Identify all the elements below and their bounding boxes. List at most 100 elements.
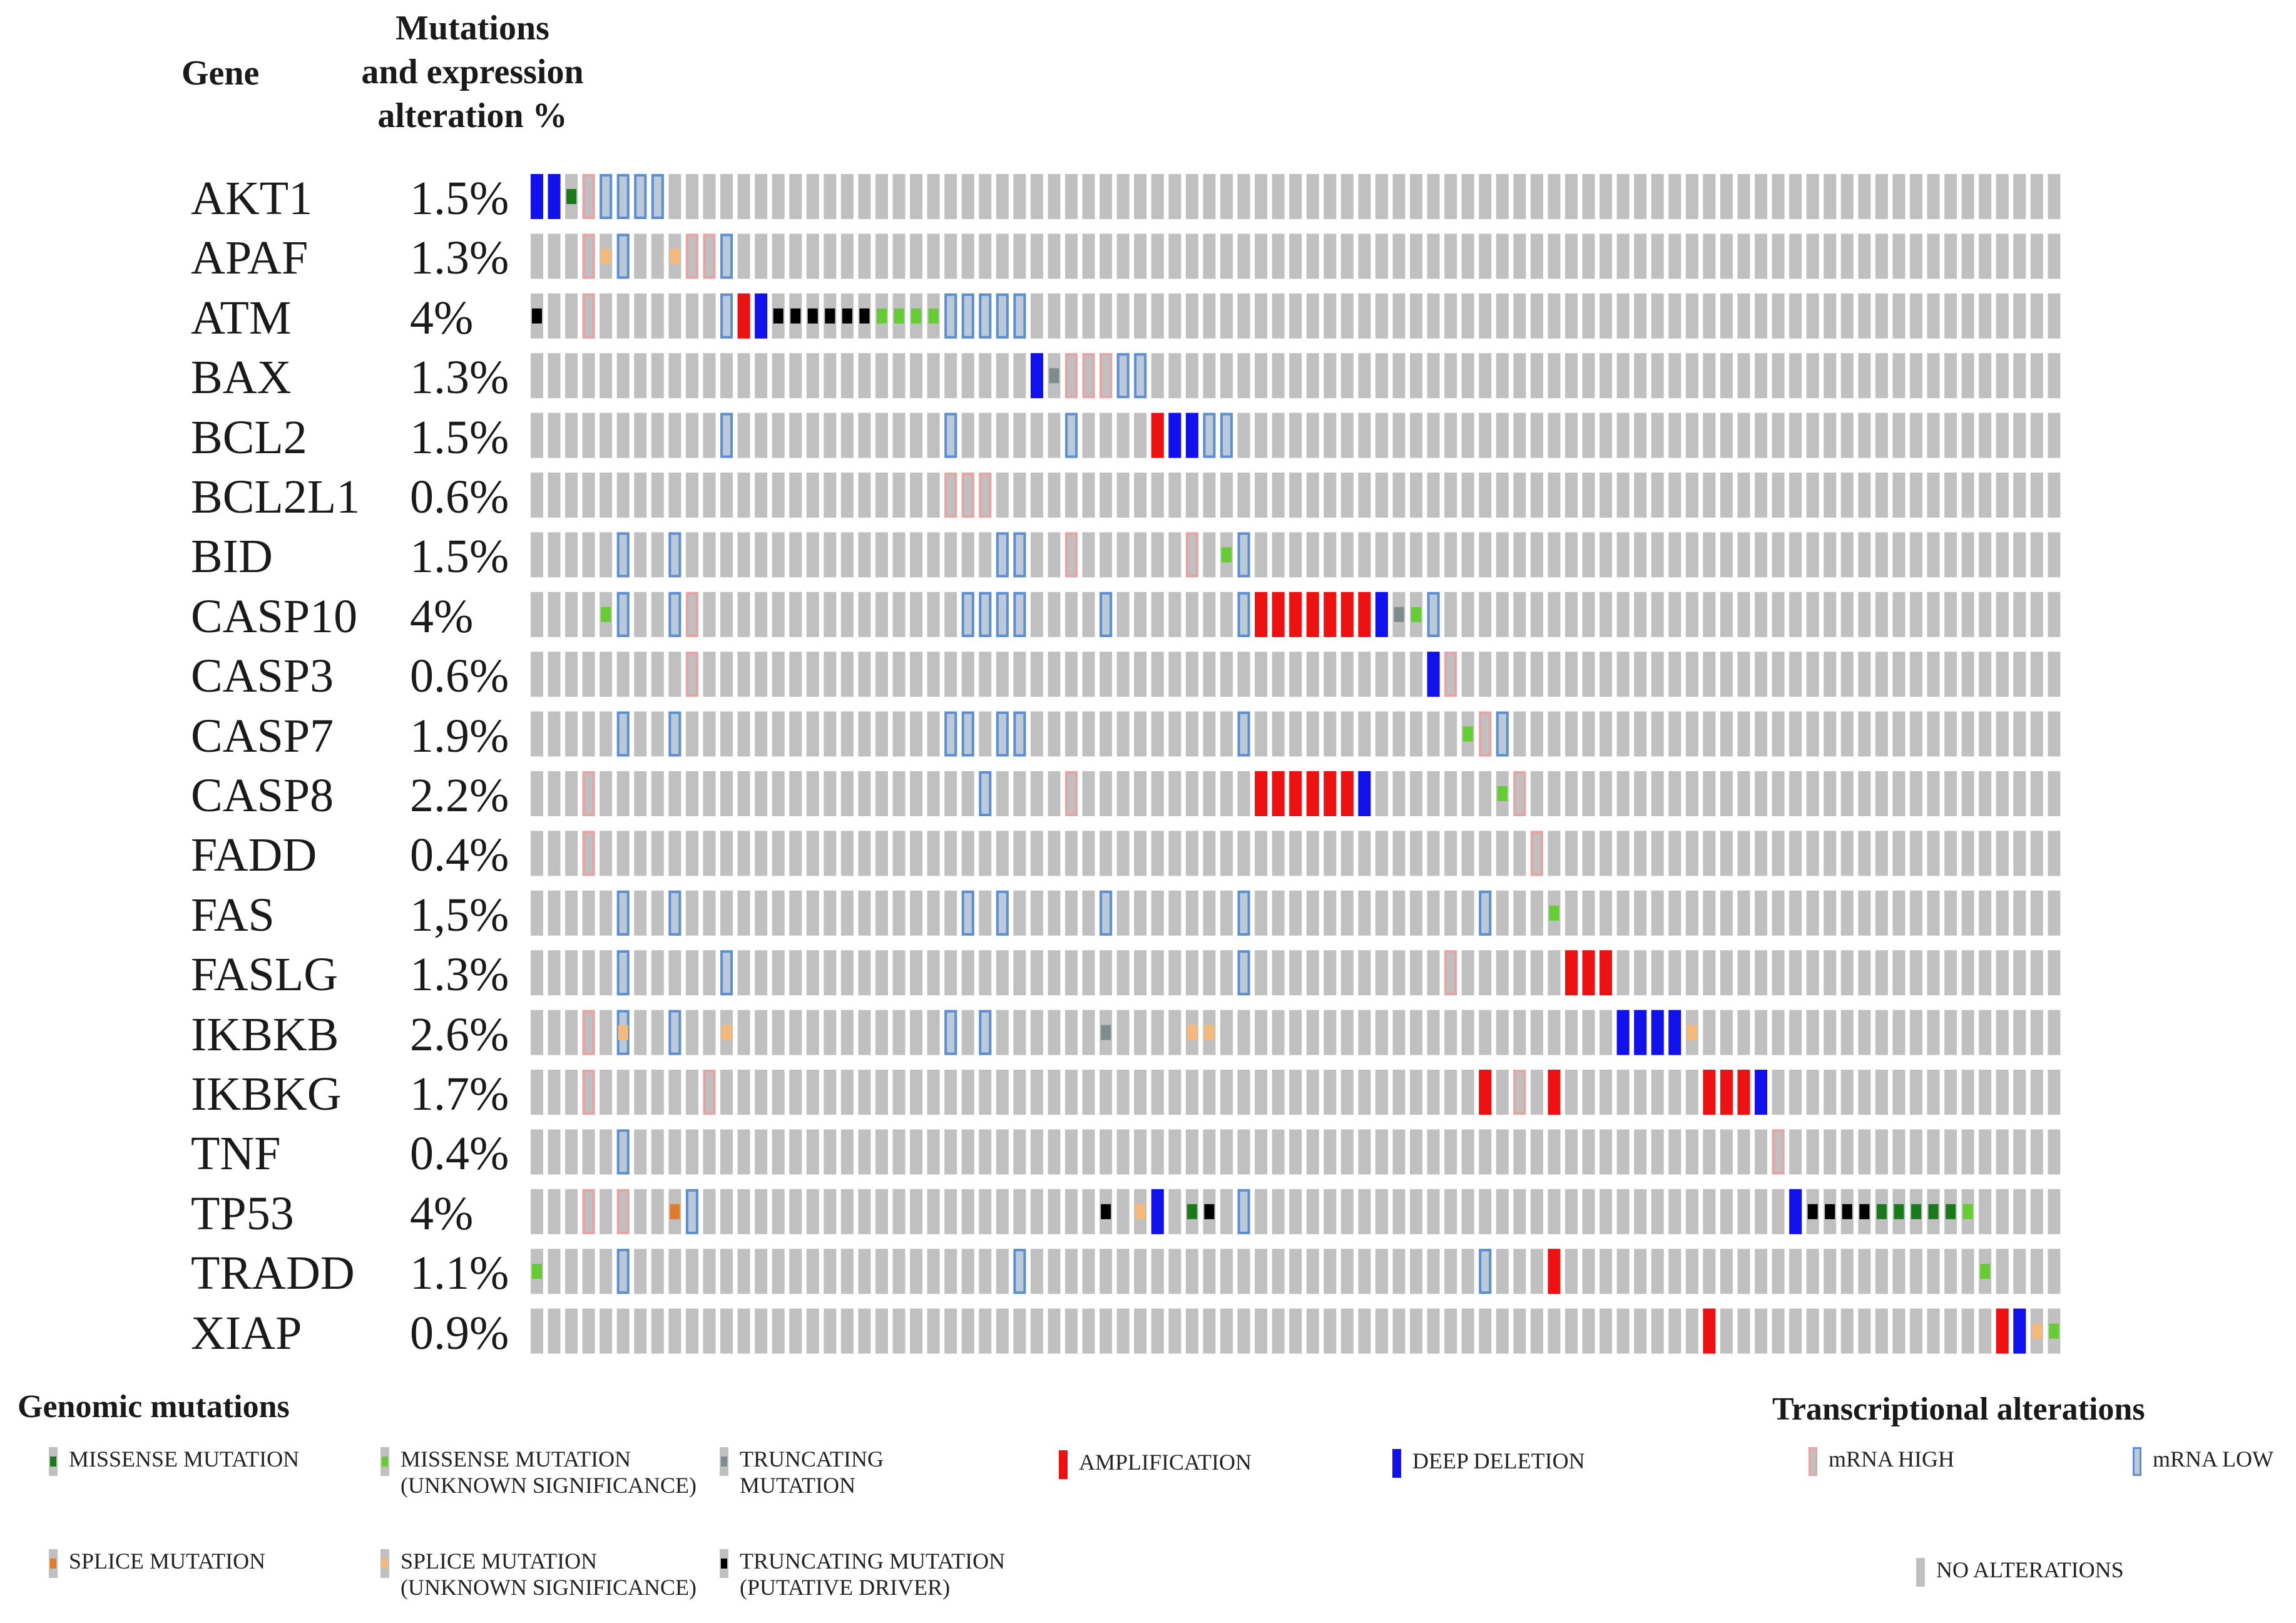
no-alteration-cell (755, 771, 768, 816)
legend-label-trd-line2: (PUTATIVE DRIVER) (740, 1575, 951, 1600)
no-alteration-cell (1203, 353, 1216, 399)
no-alteration-cell (1134, 831, 1147, 876)
no-alteration-cell (1582, 591, 1595, 637)
no-alteration-cell (1996, 532, 2009, 578)
no-alteration-cell (1996, 353, 2009, 399)
no-alteration-cell (910, 1070, 923, 1115)
no-alteration-cell (1685, 1308, 1698, 1354)
no-alteration-cell (1806, 233, 1819, 279)
no-alteration-cell (668, 831, 681, 876)
no-alteration-cell (1289, 412, 1302, 458)
alteration-pct-tp53: 4% (410, 1187, 474, 1240)
legend-item-del: DEEP DELETION (1392, 1448, 1585, 1478)
no-alteration-cell (1961, 353, 1974, 399)
mrna-low-cell (616, 591, 630, 637)
no-alteration-cell (2048, 174, 2061, 219)
mrna-high-cell (582, 771, 595, 816)
no-alteration-cell (772, 1189, 785, 1234)
no-alteration-cell (824, 652, 837, 697)
no-alteration-cell (1220, 771, 1233, 816)
no-alteration-cell (1116, 890, 1130, 936)
no-alteration-cell (1565, 831, 1578, 876)
no-alteration-cell (1600, 1070, 1613, 1115)
no-alteration-cell (600, 1070, 613, 1115)
no-alteration-cell (1048, 771, 1061, 816)
no-alteration-cell (651, 711, 664, 757)
mrna-high-cell (1530, 831, 1543, 876)
no-alteration-cell (2013, 473, 2026, 518)
legend-item-low: mRNA LOW (2133, 1446, 2273, 1476)
no-alteration-cell (1255, 1249, 1268, 1294)
no-alteration-cell (600, 293, 613, 339)
no-alteration-cell (1685, 711, 1698, 757)
no-alteration-cell (1030, 1189, 1043, 1234)
no-alteration-cell (531, 831, 543, 876)
no-alteration-cell (1806, 771, 1819, 816)
no-alteration-cell (1789, 473, 1802, 518)
no-alteration-cell (1565, 174, 1578, 219)
no-alteration-cell (1375, 950, 1388, 996)
no-alteration-cell (1616, 1129, 1630, 1175)
no-alteration-cell (1565, 1129, 1578, 1175)
no-alteration-cell (1324, 412, 1337, 458)
no-alteration-cell (1358, 532, 1371, 578)
legend-item-tru: TRUNCATING MUTATION (720, 1446, 884, 1498)
no-alteration-cell (824, 1249, 837, 1294)
no-alteration-cell (1220, 831, 1233, 876)
no-alteration-cell (634, 1129, 647, 1175)
no-alteration-cell (651, 412, 664, 458)
no-alteration-cell (1203, 771, 1216, 816)
no-alteration-cell (737, 233, 750, 279)
no-alteration-cell (616, 771, 630, 816)
no-alteration-cell (2013, 353, 2026, 399)
no-alteration-cell (1703, 532, 1716, 578)
no-alteration-cell (1875, 1010, 1888, 1055)
splice-unknown-mark (670, 248, 680, 264)
no-alteration-cell (685, 1129, 698, 1175)
no-alteration-cell (685, 711, 698, 757)
no-alteration-cell (1634, 293, 1647, 339)
no-alteration-cell (1979, 353, 1992, 399)
no-alteration-cell (1996, 1189, 2009, 1234)
no-alteration-cell (892, 591, 906, 637)
no-alteration-cell (1806, 950, 1819, 996)
no-alteration-cell (2048, 532, 2061, 578)
no-alteration-cell (1168, 1189, 1181, 1234)
no-alteration-cell (1651, 711, 1664, 757)
no-alteration-cell (1048, 1189, 1061, 1234)
no-alteration-cell (1444, 771, 1457, 816)
no-alteration-cell (737, 831, 750, 876)
no-alteration-cell (1737, 711, 1750, 757)
no-alteration-cell (1289, 652, 1302, 697)
no-alteration-cell (1530, 1308, 1543, 1354)
no-alteration-cell (1720, 473, 1733, 518)
no-alteration-cell (1255, 1070, 1268, 1115)
no-alteration-cell (1530, 1070, 1543, 1115)
amplification-cell (1548, 1070, 1561, 1115)
splice-unknown-mark (1186, 1025, 1197, 1040)
no-alteration-cell (1479, 1010, 1492, 1055)
no-alteration-cell (806, 233, 819, 279)
no-alteration-cell (755, 1249, 768, 1294)
no-alteration-cell (1565, 293, 1578, 339)
no-alteration-cell (1840, 771, 1854, 816)
no-alteration-cell (1600, 652, 1613, 697)
no-alteration-cell (1703, 1129, 1716, 1175)
no-alteration-cell (1789, 1249, 1802, 1294)
no-alteration-cell (1720, 591, 1733, 637)
no-alteration-cell (1858, 831, 1871, 876)
mrna-high-cell (616, 1189, 630, 1234)
no-alteration-cell (685, 771, 698, 816)
no-alteration-cell (840, 1070, 854, 1115)
no-alteration-cell (1840, 711, 1854, 757)
no-alteration-cell (1600, 771, 1613, 816)
no-alteration-cell (1910, 1010, 1922, 1055)
no-alteration-cell (1392, 174, 1406, 219)
no-alteration-cell (1600, 293, 1613, 339)
no-alteration-cell (582, 1129, 595, 1175)
gene-label-ikbkb: IKBKB (191, 1008, 339, 1061)
legend-item-spl: SPLICE MUTATION (49, 1548, 265, 1578)
no-alteration-cell (2030, 1189, 2043, 1234)
no-alteration-cell (1651, 1308, 1664, 1354)
no-alteration-cell (1168, 293, 1181, 339)
